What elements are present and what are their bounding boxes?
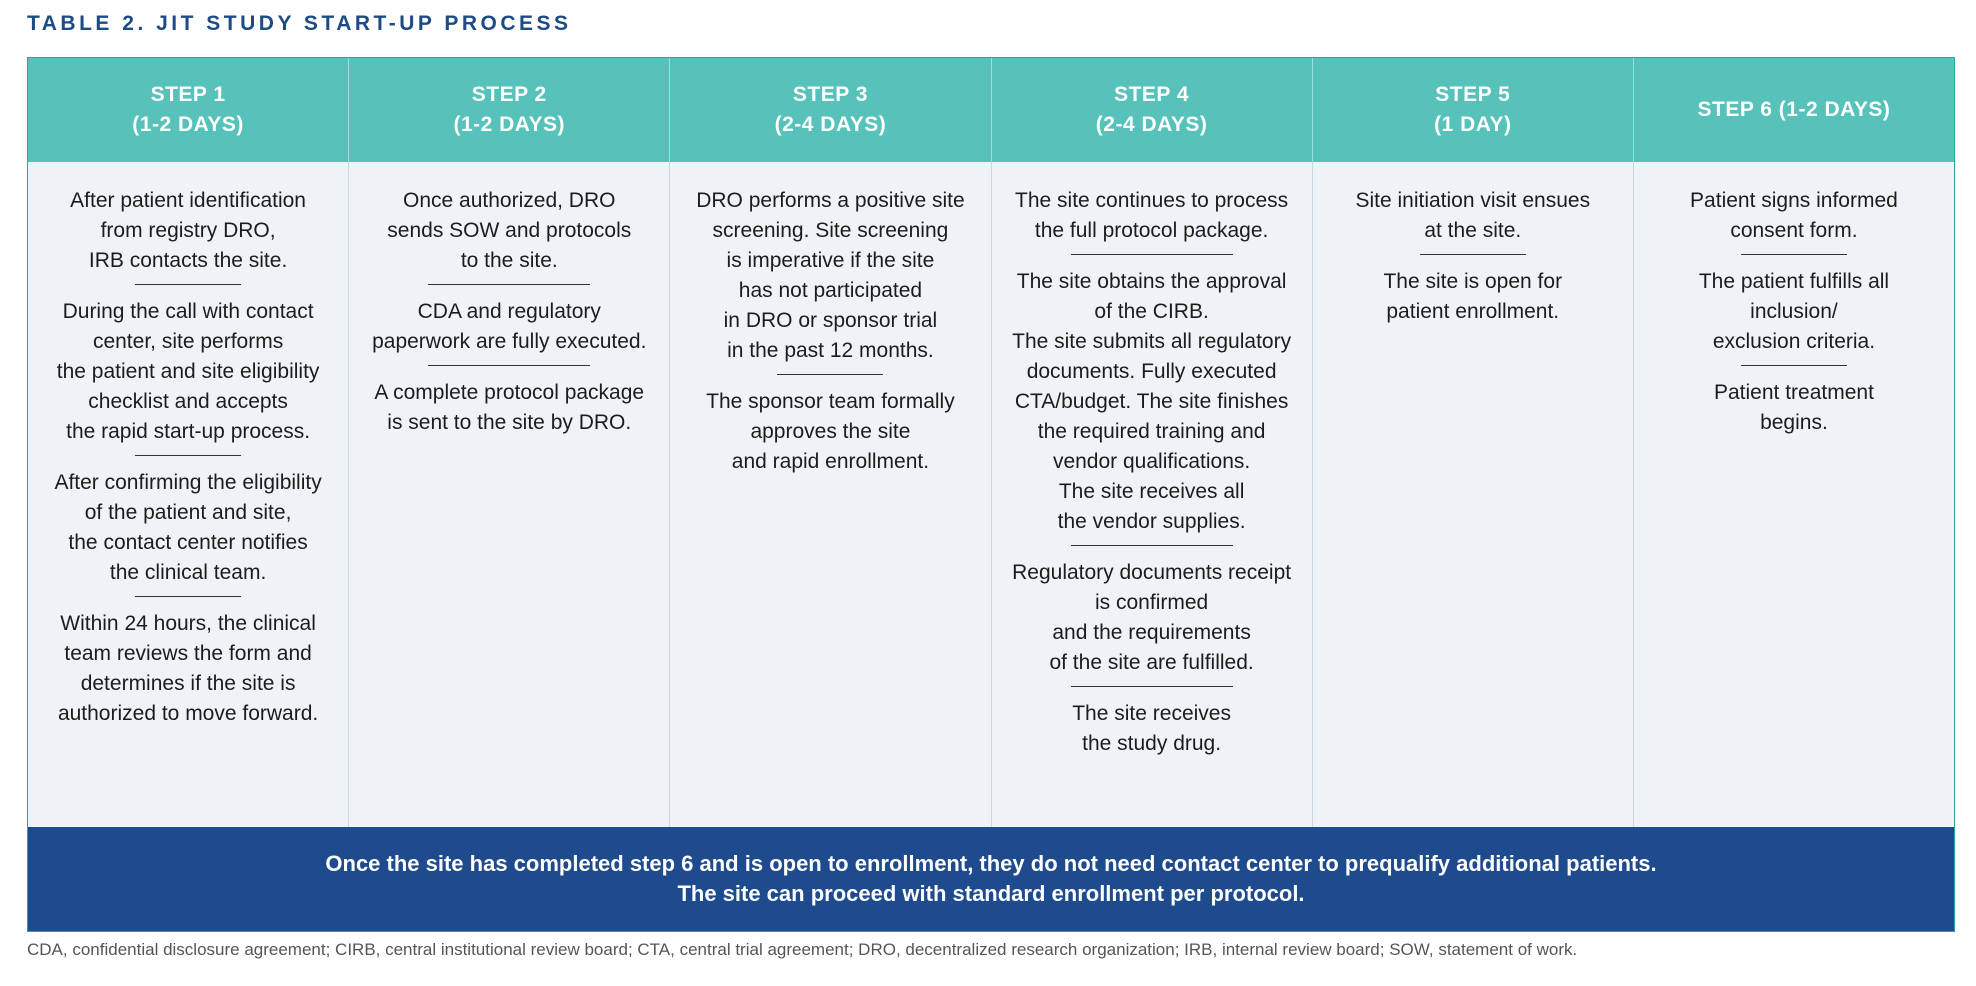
separator bbox=[777, 374, 883, 375]
header-step-5: STEP 5 (1 DAY) bbox=[1312, 58, 1633, 162]
separator bbox=[1071, 686, 1233, 687]
step-text: After confirming the eligibility of the … bbox=[34, 468, 342, 588]
step-text: A complete protocol package is sent to t… bbox=[355, 378, 663, 438]
step-text: Patient treatment begins. bbox=[1640, 378, 1948, 438]
separator bbox=[428, 365, 590, 366]
separator bbox=[1741, 254, 1847, 255]
separator bbox=[1741, 365, 1847, 366]
separator bbox=[135, 455, 241, 456]
step-text: The site obtains the approval of the CIR… bbox=[998, 267, 1306, 537]
separator bbox=[135, 596, 241, 597]
step-text: CDA and regulatory paperwork are fully e… bbox=[355, 297, 663, 357]
step-text: Once authorized, DRO sends SOW and proto… bbox=[355, 186, 663, 276]
step-text: Regulatory documents receipt is confirme… bbox=[998, 558, 1306, 678]
step-2-cell: Once authorized, DRO sends SOW and proto… bbox=[348, 162, 669, 827]
header-step-4: STEP 4 (2-4 DAYS) bbox=[991, 58, 1312, 162]
abbreviations-footnote: CDA, confidential disclosure agreement; … bbox=[27, 940, 1577, 960]
header-step-3: STEP 3 (2-4 DAYS) bbox=[669, 58, 990, 162]
separator bbox=[1071, 254, 1233, 255]
step-5-cell: Site initiation visit ensues at the site… bbox=[1312, 162, 1633, 827]
header-row: STEP 1 (1-2 DAYS) STEP 2 (1-2 DAYS) STEP… bbox=[28, 58, 1954, 162]
step-text: The patient fulfills all inclusion/ excl… bbox=[1640, 267, 1948, 357]
step-text: DRO performs a positive site screening. … bbox=[676, 186, 984, 366]
step-text: Site initiation visit ensues at the site… bbox=[1319, 186, 1627, 246]
separator bbox=[1071, 545, 1233, 546]
step-6-cell: Patient signs informed consent form. The… bbox=[1633, 162, 1954, 827]
summary-line-1: Once the site has completed step 6 and i… bbox=[325, 849, 1656, 879]
body-row: After patient identification from regist… bbox=[28, 162, 1954, 827]
header-step-6: STEP 6 (1-2 DAYS) bbox=[1633, 58, 1954, 162]
step-3-cell: DRO performs a positive site screening. … bbox=[669, 162, 990, 827]
separator bbox=[135, 284, 241, 285]
header-step-2: STEP 2 (1-2 DAYS) bbox=[348, 58, 669, 162]
step-text: Patient signs informed consent form. bbox=[1640, 186, 1948, 246]
header-step-1: STEP 1 (1-2 DAYS) bbox=[28, 58, 348, 162]
table-title: TABLE 2. JIT STUDY START-UP PROCESS bbox=[27, 12, 572, 36]
step-text: During the call with contact center, sit… bbox=[34, 297, 342, 447]
step-1-cell: After patient identification from regist… bbox=[28, 162, 348, 827]
step-text: The site receives the study drug. bbox=[998, 699, 1306, 759]
separator bbox=[428, 284, 590, 285]
separator bbox=[1420, 254, 1526, 255]
summary-line-2: The site can proceed with standard enrol… bbox=[677, 879, 1304, 909]
summary-band: Once the site has completed step 6 and i… bbox=[28, 827, 1954, 931]
step-4-cell: The site continues to process the full p… bbox=[991, 162, 1312, 827]
step-text: The sponsor team formally approves the s… bbox=[676, 387, 984, 477]
step-text: The site is open for patient enrollment. bbox=[1319, 267, 1627, 327]
process-table: STEP 1 (1-2 DAYS) STEP 2 (1-2 DAYS) STEP… bbox=[27, 57, 1955, 932]
step-text: After patient identification from regist… bbox=[34, 186, 342, 276]
step-text: The site continues to process the full p… bbox=[998, 186, 1306, 246]
step-text: Within 24 hours, the clinical team revie… bbox=[34, 609, 342, 729]
